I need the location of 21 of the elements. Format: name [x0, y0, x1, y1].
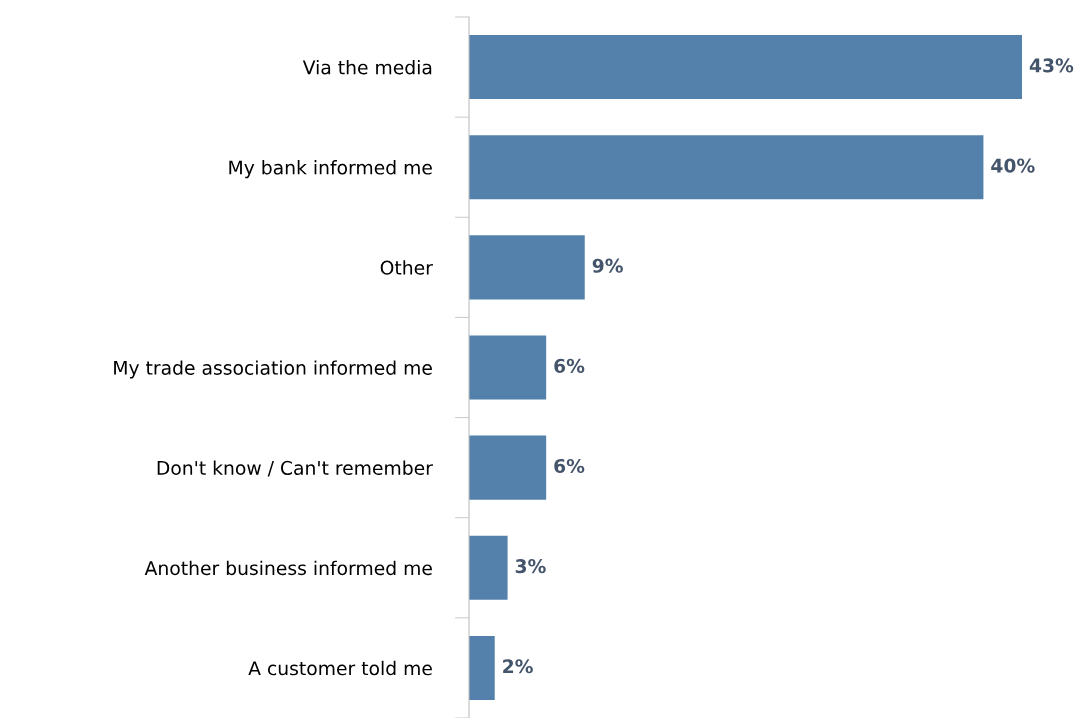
data-label: 2%	[503, 659, 533, 674]
y-tick-label: Other	[380, 260, 433, 275]
bar	[469, 35, 1022, 100]
data-label: 9%	[592, 258, 623, 273]
data-label: 6%	[554, 458, 585, 474]
bar	[469, 335, 547, 400]
data-label: 40%	[991, 158, 1035, 173]
bar	[469, 635, 495, 700]
y-tick-label: My bank informed me	[229, 160, 432, 179]
bar	[469, 535, 508, 600]
y-tick-label: Don't know / Can't remember	[157, 460, 433, 477]
y-tick-label: My trade association informed me	[114, 360, 432, 379]
bar	[469, 435, 547, 500]
y-tick-label: Another business informed me	[144, 560, 432, 576]
bar	[469, 235, 585, 300]
data-label: 3%	[515, 559, 546, 574]
y-tick-label: Via the media	[302, 59, 432, 75]
data-label: 43%	[1029, 58, 1074, 73]
bar	[469, 135, 984, 200]
y-tick-label: A customer told me	[248, 660, 432, 676]
data-label: 6%	[554, 358, 585, 373]
